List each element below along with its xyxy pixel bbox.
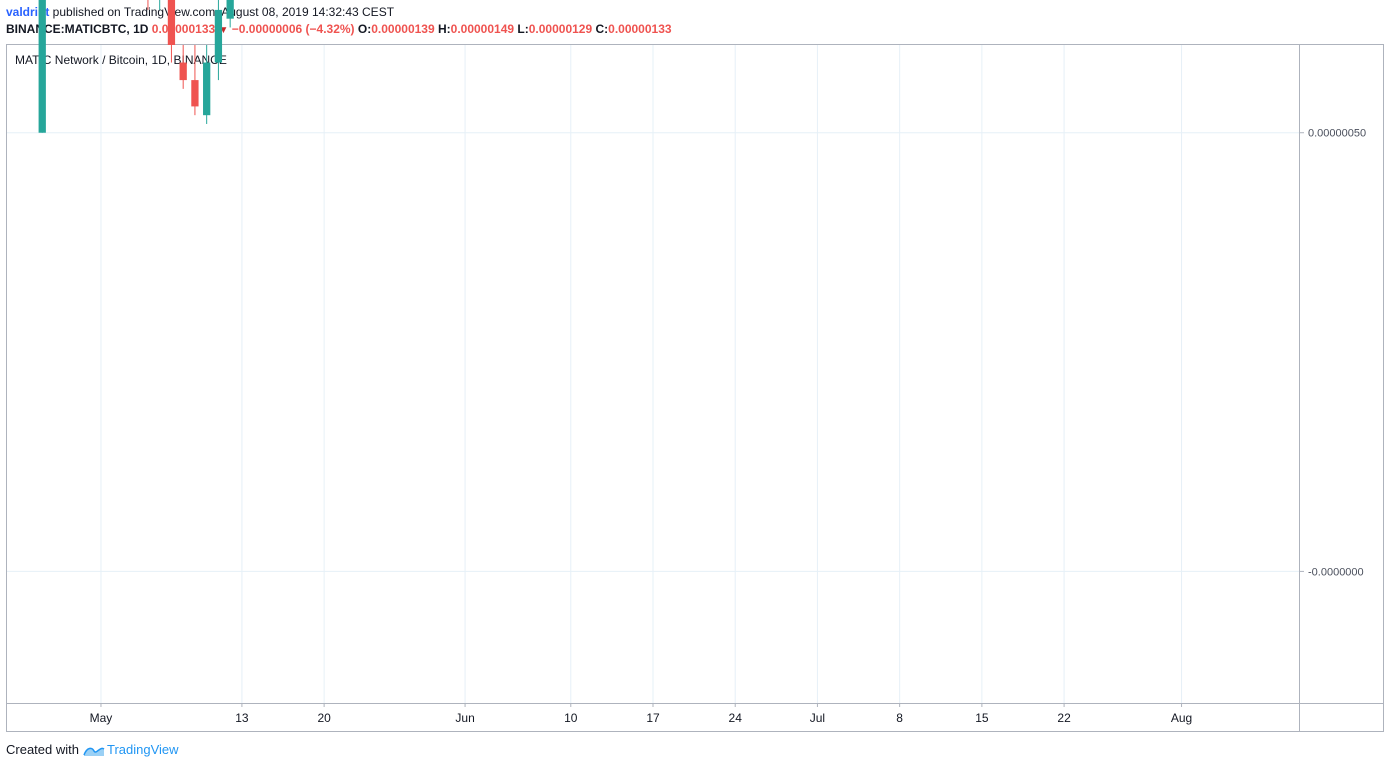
candle-down[interactable]: [167, 0, 176, 63]
tradingview-logo-icon: [83, 747, 105, 756]
time-tick-label: Jul: [810, 711, 825, 725]
price-axis[interactable]: 0.000005500.000005000.000004500.00000400…: [1299, 0, 1366, 578]
candle-up[interactable]: [38, 0, 46, 133]
created-with-label: Created with: [6, 742, 79, 757]
time-tick-label: 24: [729, 711, 743, 725]
published-text: published on TradingView.com, August 08,…: [52, 5, 395, 19]
down-arrow-icon: ▼: [218, 25, 229, 36]
candle-down[interactable]: [144, 0, 151, 10]
candle-body: [191, 80, 199, 107]
candles-layer: [38, 0, 234, 133]
ohlc-c-label: C:: [595, 22, 609, 36]
time-tick-label: 20: [317, 711, 331, 725]
candle-up[interactable]: [226, 0, 234, 28]
ohlc-close: 0.00000133: [608, 22, 672, 36]
time-tick-label: 15: [975, 711, 989, 725]
ohlc-h-label: H:: [437, 22, 451, 36]
candle-body: [38, 0, 46, 133]
candle-down[interactable]: [191, 45, 199, 116]
chart-title: MATIC Network / Bitcoin, 1D, BINANCE: [15, 53, 227, 67]
last-price: 0.00000133: [151, 22, 216, 36]
price-tick-label: -0.0000000: [1308, 566, 1364, 578]
ohlc-l-label: L:: [517, 22, 529, 36]
author-link[interactable]: valdrint: [6, 5, 50, 19]
candle-up[interactable]: [156, 0, 163, 10]
time-tick-label: May: [90, 711, 113, 725]
time-tick-label: Jun: [455, 711, 474, 725]
ohlc-high: 0.00000149: [450, 22, 515, 36]
candle-down[interactable]: [179, 45, 187, 89]
publish-info: valdrint published on TradingView.com, A…: [6, 5, 394, 19]
tradingview-brand[interactable]: TradingView: [83, 742, 179, 757]
time-tick-label: 17: [646, 711, 660, 725]
brand-name: TradingView: [106, 742, 179, 757]
time-tick-label: 22: [1057, 711, 1071, 725]
chart-frame: [6, 44, 1384, 732]
candle-body: [179, 62, 187, 81]
candle-up[interactable]: [203, 45, 211, 124]
time-tick-label: 8: [896, 711, 903, 725]
candle-body: [226, 0, 234, 19]
ohlc-low: 0.00000129: [528, 22, 593, 36]
candle-up[interactable]: [214, 0, 223, 81]
candle-body: [214, 9, 223, 63]
time-axis[interactable]: May 13 20 Jun 10 17 24 Jul 8 15 22 Aug: [90, 703, 1193, 725]
ohlc-o-label: O:: [357, 22, 372, 36]
candle-body: [203, 62, 211, 116]
time-tick-label: 10: [564, 711, 578, 725]
price-change: −0.00000006 (−4.32%): [231, 22, 355, 36]
time-tick-label: Aug: [1171, 711, 1192, 725]
candle-body: [167, 0, 176, 45]
footer: Created with TradingView: [6, 742, 179, 757]
price-tick-label: 0.00000050: [1308, 128, 1366, 140]
time-tick-label: 13: [235, 711, 249, 725]
ohlc-open: 0.00000139: [371, 22, 435, 36]
grid-lines: [7, 45, 1299, 703]
